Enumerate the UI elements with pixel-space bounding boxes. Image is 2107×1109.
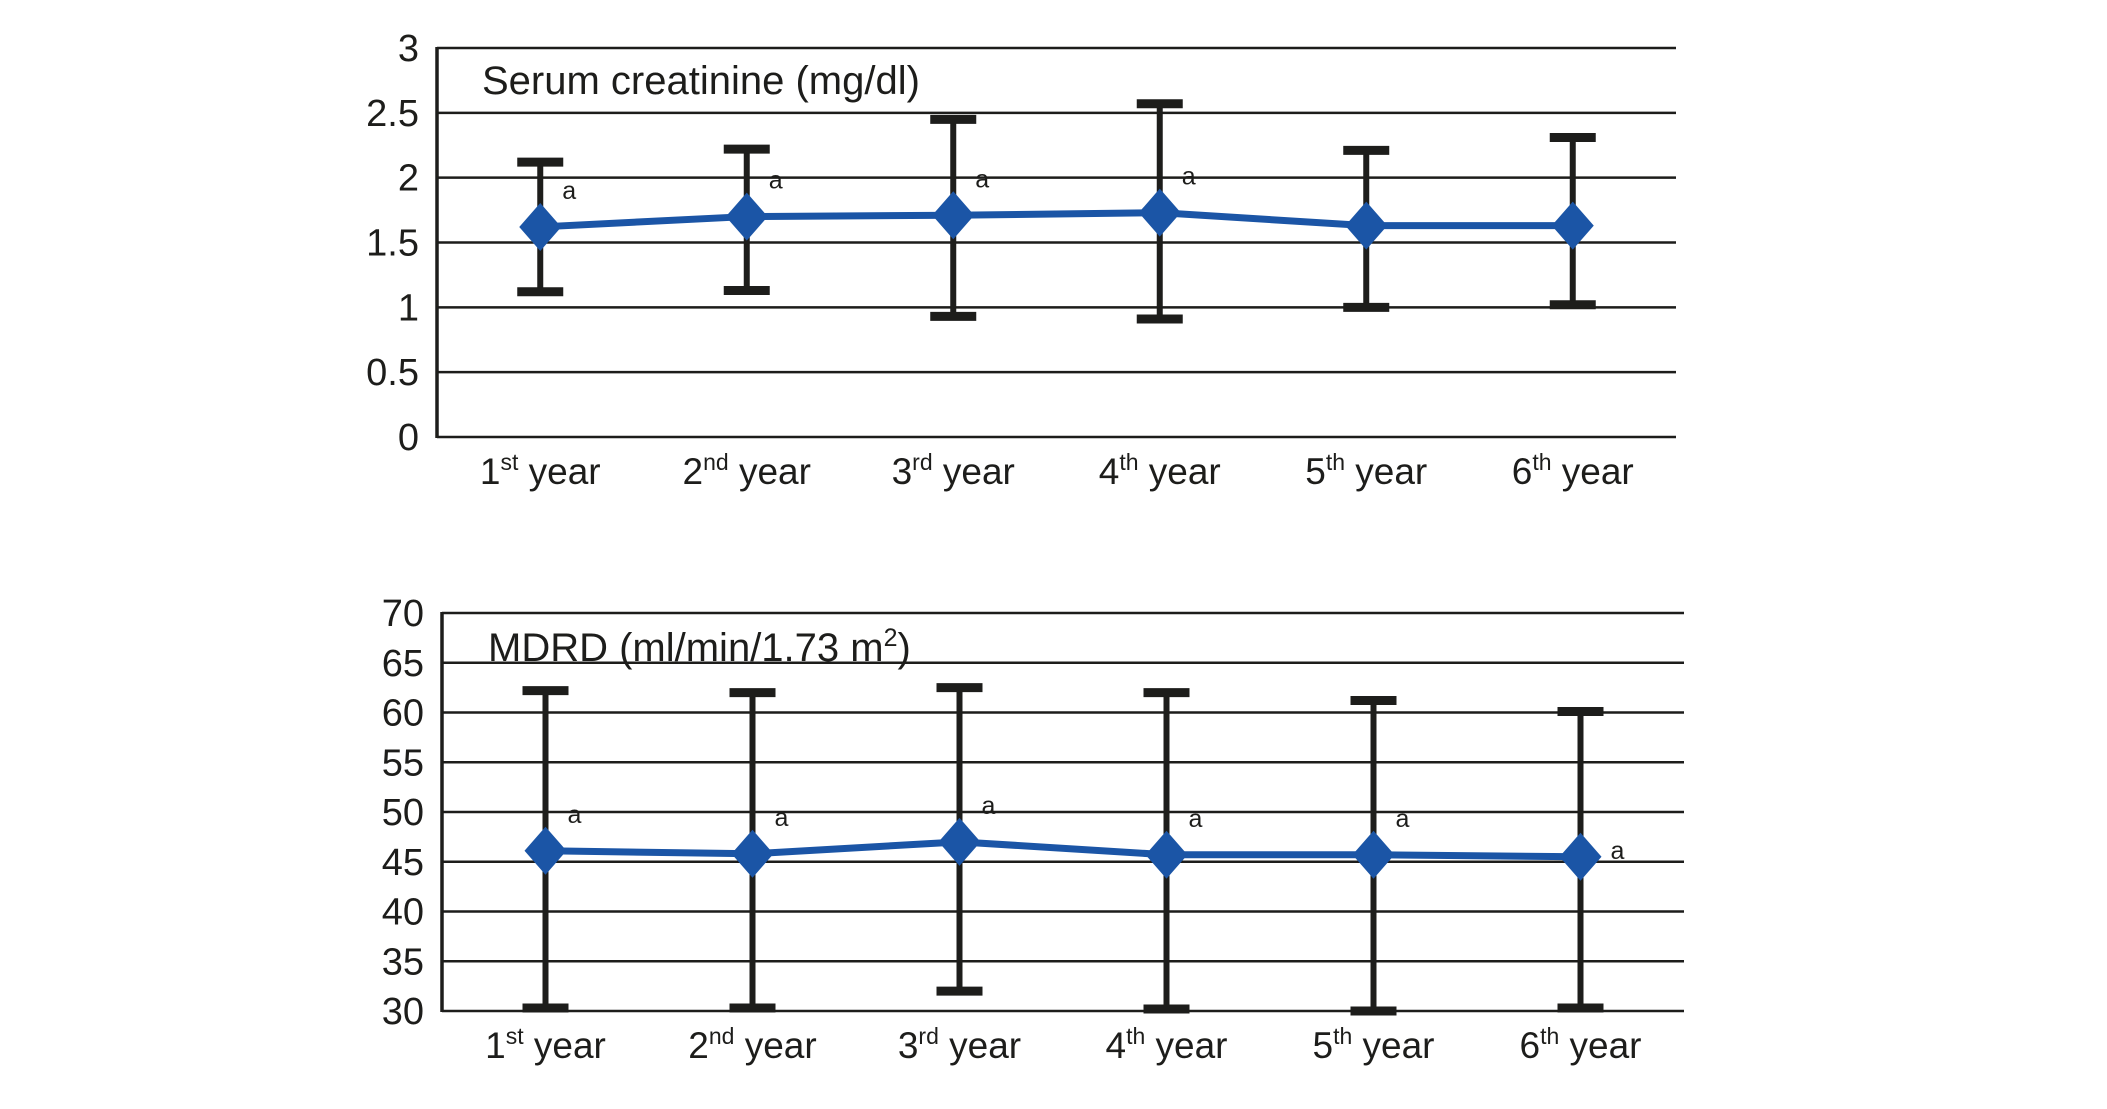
x-axis-label: 2nd year (683, 449, 811, 492)
y-tick-label: 1.5 (366, 223, 419, 265)
data-point-marker (1138, 188, 1181, 237)
data-point-marker (524, 826, 567, 875)
y-tick-label: 70 (382, 593, 424, 635)
x-axis-label: 4th year (1105, 1023, 1227, 1066)
x-axis-label: 1st year (485, 1023, 606, 1066)
y-tick-label: 40 (382, 892, 424, 934)
y-tick-label: 30 (382, 991, 424, 1033)
data-point-marker (725, 192, 768, 241)
data-point-marker (1559, 832, 1602, 881)
point-annotation: a (1396, 805, 1410, 833)
point-annotation: a (775, 804, 789, 832)
x-axis-label: 4th year (1099, 449, 1221, 492)
data-point-marker (731, 829, 774, 878)
point-annotation: a (982, 792, 996, 820)
data-point-marker (938, 817, 981, 866)
point-annotation: a (562, 177, 576, 205)
y-tick-label: 50 (382, 792, 424, 834)
x-axis-label: 6th year (1519, 1023, 1641, 1066)
y-tick-label: 3 (398, 28, 419, 70)
y-tick-label: 0 (398, 417, 419, 459)
x-axis-label: 1st year (480, 449, 601, 492)
data-point-marker (519, 202, 562, 251)
chart-title: MDRD (ml/min/1.73 m2) (488, 624, 911, 670)
mdrd-chart: 70 65 60 55 50 45 40 35 30 a a a a a a 1st year 2nd year… (382, 593, 1684, 1066)
point-annotation: a (769, 167, 783, 195)
data-point-marker (1145, 830, 1188, 879)
data-point-marker (1551, 201, 1594, 250)
x-axis-label: 6th year (1512, 449, 1634, 492)
serum-creatinine-chart: 3 2.5 2 1.5 1 0.5 0 a a a a 1st year 2nd year 3rd yea… (366, 28, 1676, 492)
chart-title: Serum creatinine (mg/dl) (482, 59, 920, 103)
y-tick-label: 65 (382, 643, 424, 685)
data-point-marker (1345, 201, 1388, 250)
data-line (545, 838, 1581, 861)
y-tick-label: 1 (398, 287, 419, 329)
y-tick-label: 2 (398, 158, 419, 200)
x-axis-label: 3rd year (892, 449, 1015, 492)
y-tick-label: 0.5 (366, 352, 419, 394)
point-annotation: a (975, 165, 989, 193)
y-tick-label: 60 (382, 693, 424, 735)
point-annotation: a (568, 801, 582, 829)
x-axis-label: 3rd year (898, 1023, 1021, 1066)
data-point-marker (932, 191, 975, 240)
y-tick-label: 2.5 (366, 93, 419, 135)
x-axis-label: 5th year (1312, 1023, 1434, 1066)
x-axis-label: 5th year (1305, 449, 1427, 492)
y-tick-label: 35 (382, 941, 424, 983)
x-axis-label: 2nd year (688, 1023, 816, 1066)
data-line (540, 209, 1573, 231)
y-tick-label: 55 (382, 742, 424, 784)
point-annotation: a (1611, 837, 1625, 865)
data-point-marker (1352, 830, 1395, 879)
y-tick-label: 45 (382, 842, 424, 884)
point-annotation: a (1189, 805, 1203, 833)
point-annotation: a (1182, 163, 1196, 191)
